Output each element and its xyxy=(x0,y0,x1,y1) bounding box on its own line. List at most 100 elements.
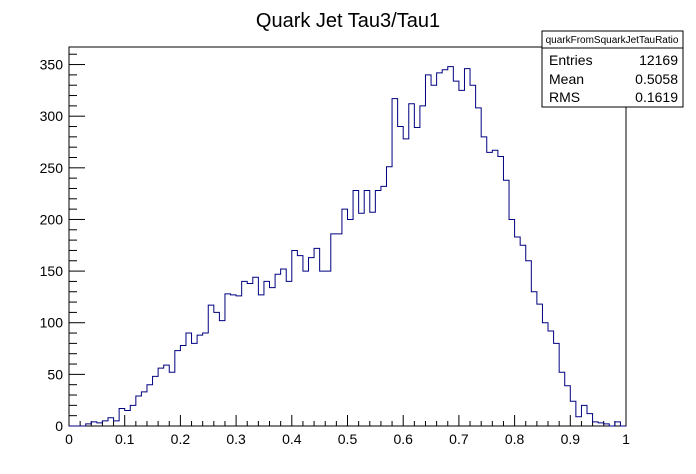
histogram-bin xyxy=(102,421,108,426)
x-axis: 0 0.1 0.2 0.3 0.4 0.5 0.6 0.7 0.8 0.9 1 xyxy=(65,415,630,447)
histogram-outline xyxy=(69,66,626,427)
histogram-bin xyxy=(615,422,621,426)
histogram-bin xyxy=(214,312,220,426)
histogram-bin xyxy=(180,345,186,426)
histogram-bin xyxy=(392,99,398,426)
histogram-bin xyxy=(476,108,482,426)
histogram-bin xyxy=(570,401,576,426)
stats-box-frame xyxy=(541,30,684,108)
histogram-bin xyxy=(342,209,348,426)
histogram-bin xyxy=(175,351,181,426)
histogram-bin xyxy=(414,128,420,426)
x-tick-label: 0.6 xyxy=(393,431,413,447)
histogram-bin xyxy=(593,422,599,426)
histogram-bin xyxy=(398,127,404,426)
histogram-bin xyxy=(270,288,276,426)
x-tick-label: 0.7 xyxy=(449,431,469,447)
histogram-bin xyxy=(247,283,253,426)
histogram-bin xyxy=(225,294,231,426)
histogram-bin xyxy=(264,281,270,426)
histogram-bin xyxy=(297,256,303,426)
stats-mean-label: Mean xyxy=(549,71,584,87)
histogram-bin xyxy=(197,335,203,426)
histogram-bin xyxy=(91,422,97,426)
histogram-bin xyxy=(108,418,114,426)
histogram-bin xyxy=(520,245,526,426)
x-tick-label: 0.2 xyxy=(171,431,191,447)
histogram-bin xyxy=(459,90,465,426)
x-tick-label: 0.4 xyxy=(282,431,302,447)
histogram-bin xyxy=(370,212,376,426)
histogram-bin xyxy=(253,277,259,426)
histogram-bin xyxy=(548,331,554,426)
histogram-bin xyxy=(281,269,287,426)
chart-title: Quark Jet Tau3/Tau1 xyxy=(256,10,440,32)
histogram-bin xyxy=(303,271,309,426)
histogram-bin xyxy=(325,271,331,426)
y-tick-label: 50 xyxy=(47,366,63,382)
histogram-bin xyxy=(242,281,248,426)
histogram-bin xyxy=(169,372,175,426)
histogram-bin xyxy=(442,70,448,426)
histogram-bin xyxy=(231,295,237,426)
histogram-bin xyxy=(286,281,292,426)
histogram-bin xyxy=(208,305,214,426)
histogram-bin xyxy=(147,385,153,426)
y-tick-label: 250 xyxy=(40,160,64,176)
histogram-bin xyxy=(353,191,359,426)
histogram-bin xyxy=(203,333,209,426)
histogram-bin xyxy=(258,295,264,426)
stats-rms-label: RMS xyxy=(549,89,580,105)
histogram-bin xyxy=(481,137,487,426)
histogram-bin xyxy=(236,296,242,426)
y-tick-label: 0 xyxy=(55,418,63,434)
histogram-bin xyxy=(192,343,198,426)
histogram-bin xyxy=(164,365,170,426)
histogram-bin xyxy=(409,104,415,426)
y-tick-label: 150 xyxy=(40,263,64,279)
histogram-bin xyxy=(554,343,560,426)
histogram-bin xyxy=(453,81,459,426)
histogram-bin xyxy=(364,191,370,426)
histogram-bin xyxy=(331,234,337,426)
histogram-bin xyxy=(464,69,470,426)
histogram-bin xyxy=(292,250,298,426)
histogram-bin xyxy=(125,411,131,426)
histogram-bin xyxy=(141,392,147,426)
x-tick-label: 0 xyxy=(65,431,73,447)
histogram-bin xyxy=(448,67,454,426)
stats-entries-label: Entries xyxy=(549,52,593,68)
histogram-bin xyxy=(537,304,543,426)
y-tick-label: 300 xyxy=(40,108,64,124)
histogram-bin xyxy=(431,85,437,426)
histogram-bin xyxy=(381,186,387,426)
stats-entries-value: 12169 xyxy=(639,52,678,68)
histogram-bin xyxy=(130,405,136,426)
histogram-bin xyxy=(492,150,498,426)
stats-rms-value: 0.1619 xyxy=(635,89,678,105)
histogram-bin xyxy=(565,386,571,426)
histogram-bin xyxy=(470,85,476,426)
histogram-bin xyxy=(275,274,281,426)
histogram-bins xyxy=(86,67,621,426)
histogram-bin xyxy=(576,417,582,426)
histogram-bin xyxy=(581,405,587,426)
x-tick-label: 0.9 xyxy=(561,431,581,447)
histogram-bin xyxy=(359,213,365,426)
histogram-bin xyxy=(425,75,431,426)
histogram-bin xyxy=(219,321,225,426)
histogram-bin xyxy=(542,323,548,426)
x-tick-label: 0.1 xyxy=(115,431,135,447)
histogram-bin xyxy=(509,219,515,426)
histogram-bin xyxy=(375,191,381,426)
histogram-bin xyxy=(487,152,493,426)
x-tick-label: 0.3 xyxy=(226,431,246,447)
stats-box: quarkFromSquarkJetTauRatio Entries 12169… xyxy=(541,30,684,108)
stats-mean-value: 0.5058 xyxy=(635,71,678,87)
histogram-bin xyxy=(136,396,142,426)
histogram-bin xyxy=(186,333,192,426)
histogram-bin xyxy=(526,261,532,426)
y-tick-label: 200 xyxy=(40,211,64,227)
histogram-bin xyxy=(386,167,392,426)
